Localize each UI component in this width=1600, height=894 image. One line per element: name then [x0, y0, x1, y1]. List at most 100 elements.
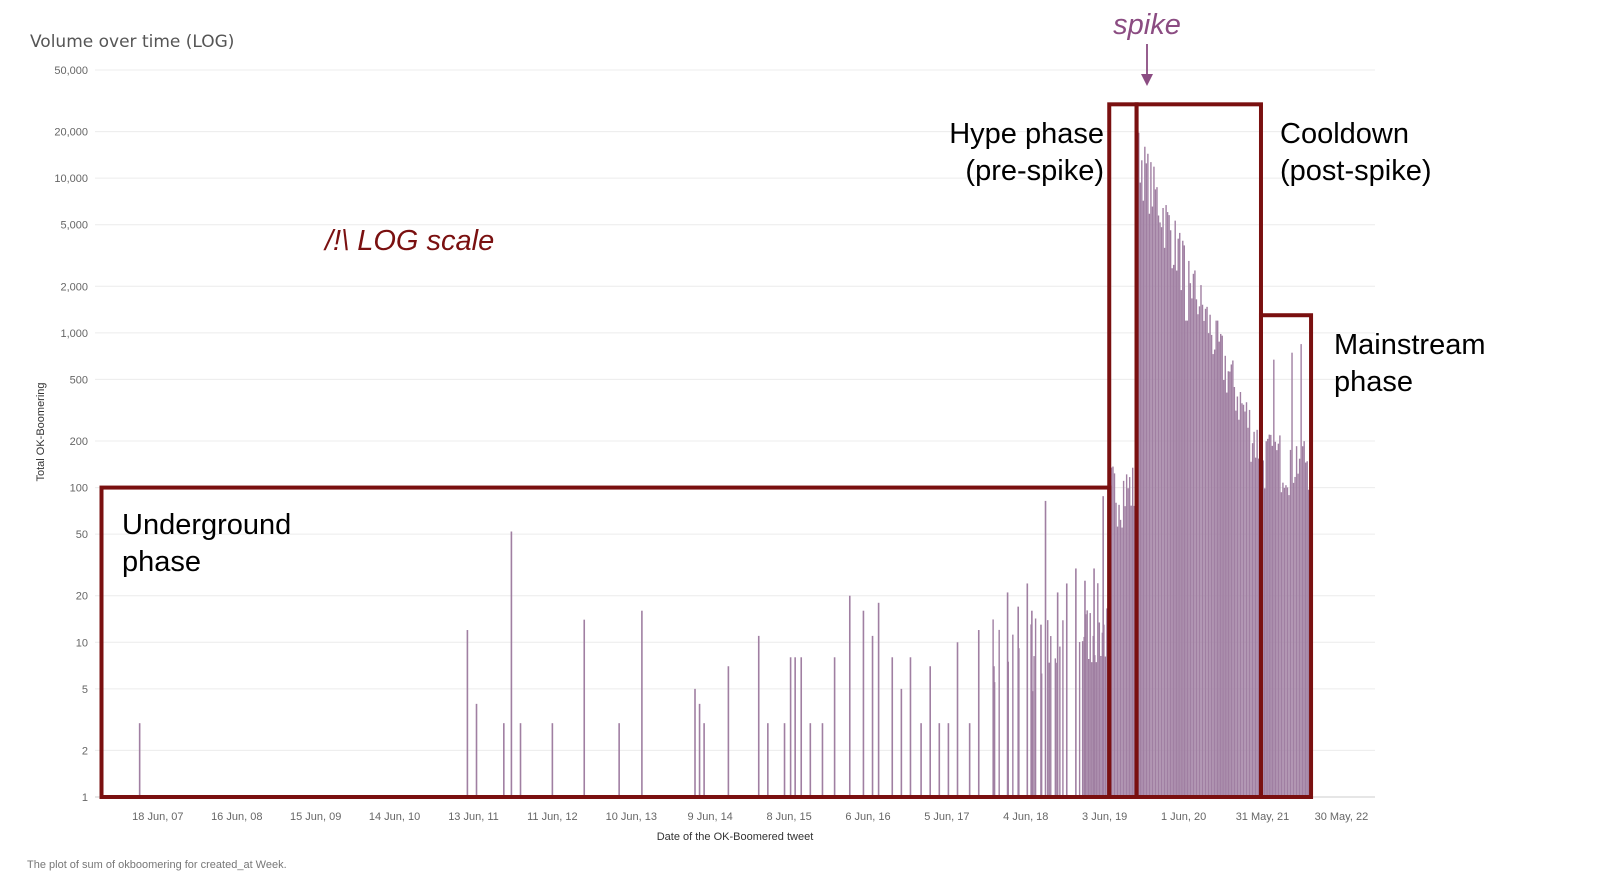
- bar: [1113, 473, 1116, 797]
- bar: [698, 703, 701, 797]
- bar: [1292, 482, 1295, 797]
- x-axis-ticks: 18 Jun, 07 16 Jun, 08 15 Jun, 09 14 Jun, 10…: [132, 811, 1368, 823]
- bar: [1148, 213, 1151, 797]
- bar: [1030, 624, 1032, 797]
- y-axis-ticks: 1 2 5 10 20 50 100 200 500 1,000 2,000 5,000 10,000 2…: [54, 65, 88, 804]
- bar: [519, 723, 522, 797]
- bar: [1110, 467, 1113, 797]
- bar: [1047, 620, 1049, 797]
- bar: [1265, 441, 1267, 797]
- bar: [1203, 320, 1205, 797]
- bar: [466, 630, 469, 797]
- bar: [909, 657, 912, 797]
- bar: [138, 723, 141, 797]
- bar: [1235, 410, 1237, 797]
- bar: [1244, 411, 1246, 797]
- bar: [1229, 371, 1231, 797]
- bar: [1088, 658, 1090, 797]
- bar: [475, 703, 478, 797]
- bar: [1232, 360, 1234, 797]
- y-tick-label: 5,000: [60, 220, 88, 232]
- bar: [1062, 620, 1064, 797]
- bar: [1251, 443, 1254, 797]
- bar: [1125, 474, 1128, 797]
- x-tick-label: 31 May, 21: [1236, 811, 1290, 823]
- x-tick-label: 9 Jun, 14: [688, 811, 733, 823]
- bar: [1257, 458, 1260, 797]
- bar: [1236, 396, 1239, 797]
- bar: [641, 610, 643, 797]
- x-tick-label: 13 Jun, 11: [448, 811, 499, 823]
- bar: [1180, 290, 1182, 797]
- y-tick-label: 20: [76, 591, 88, 603]
- bar: [1250, 461, 1252, 797]
- bar: [1270, 434, 1272, 797]
- bar: [757, 635, 760, 797]
- bar: [1183, 245, 1185, 798]
- bar: [1154, 189, 1157, 797]
- bar: [1191, 298, 1193, 797]
- hype-label-line1: Hype phase: [949, 118, 1104, 150]
- x-tick-label: 8 Jun, 15: [766, 811, 811, 823]
- bar: [1209, 314, 1211, 797]
- bar: [1276, 450, 1278, 797]
- x-axis-title: Date of the OK-Boomered tweet: [657, 831, 814, 843]
- bar: [1165, 205, 1167, 797]
- bar: [1081, 641, 1084, 797]
- phase-box-mainstream: [1258, 313, 1314, 799]
- bar: [1289, 449, 1292, 797]
- y-tick-label: 20,000: [54, 127, 88, 139]
- bar: [1215, 320, 1217, 797]
- x-tick-label: 10 Jun, 13: [606, 811, 657, 823]
- spike-label: spike: [1113, 9, 1181, 41]
- bar: [1253, 431, 1255, 797]
- bar: [1256, 429, 1258, 797]
- bar: [1144, 146, 1146, 798]
- bar: [794, 657, 796, 797]
- x-tick-label: 3 Jun, 19: [1082, 811, 1127, 823]
- y-axis-title: Total OK-Boomering: [35, 382, 47, 481]
- bar: [1103, 624, 1105, 797]
- bar: [503, 723, 505, 797]
- bar: [1162, 207, 1164, 797]
- bar: [1301, 446, 1304, 797]
- bar: [1150, 162, 1152, 797]
- bar: [1254, 457, 1257, 797]
- bar: [821, 723, 824, 797]
- bar: [510, 531, 513, 797]
- bar: [1177, 238, 1179, 798]
- bar: [1124, 506, 1126, 797]
- bar: [1279, 435, 1281, 797]
- bar: [1112, 466, 1114, 797]
- bar: [1295, 446, 1298, 797]
- y-tick-label: 5: [82, 684, 88, 696]
- bar: [1012, 634, 1014, 797]
- bar: [1195, 299, 1198, 797]
- bar: [1075, 568, 1077, 797]
- bar: [1230, 364, 1233, 797]
- bar: [1031, 691, 1034, 797]
- bar: [618, 723, 620, 797]
- bar: [1176, 270, 1178, 797]
- grid-lines: [95, 69, 1375, 798]
- bar: [1226, 392, 1228, 797]
- bar: [1169, 230, 1172, 797]
- bar: [1220, 333, 1222, 797]
- bar: [1156, 187, 1158, 797]
- mainstream-label-line1: Mainstream: [1334, 329, 1486, 361]
- bar: [1092, 635, 1094, 797]
- bar: [551, 723, 554, 797]
- bar: [1212, 354, 1214, 797]
- bar: [809, 723, 812, 797]
- bar: [1018, 648, 1020, 797]
- bar: [1174, 220, 1176, 798]
- bar: [862, 610, 865, 797]
- bar: [1267, 438, 1269, 797]
- underground-label-line1: Underground: [122, 509, 291, 541]
- bar: [1172, 264, 1175, 797]
- bar: [993, 682, 996, 797]
- bar: [1277, 443, 1280, 797]
- bar: [583, 619, 586, 797]
- bar: [1056, 592, 1059, 797]
